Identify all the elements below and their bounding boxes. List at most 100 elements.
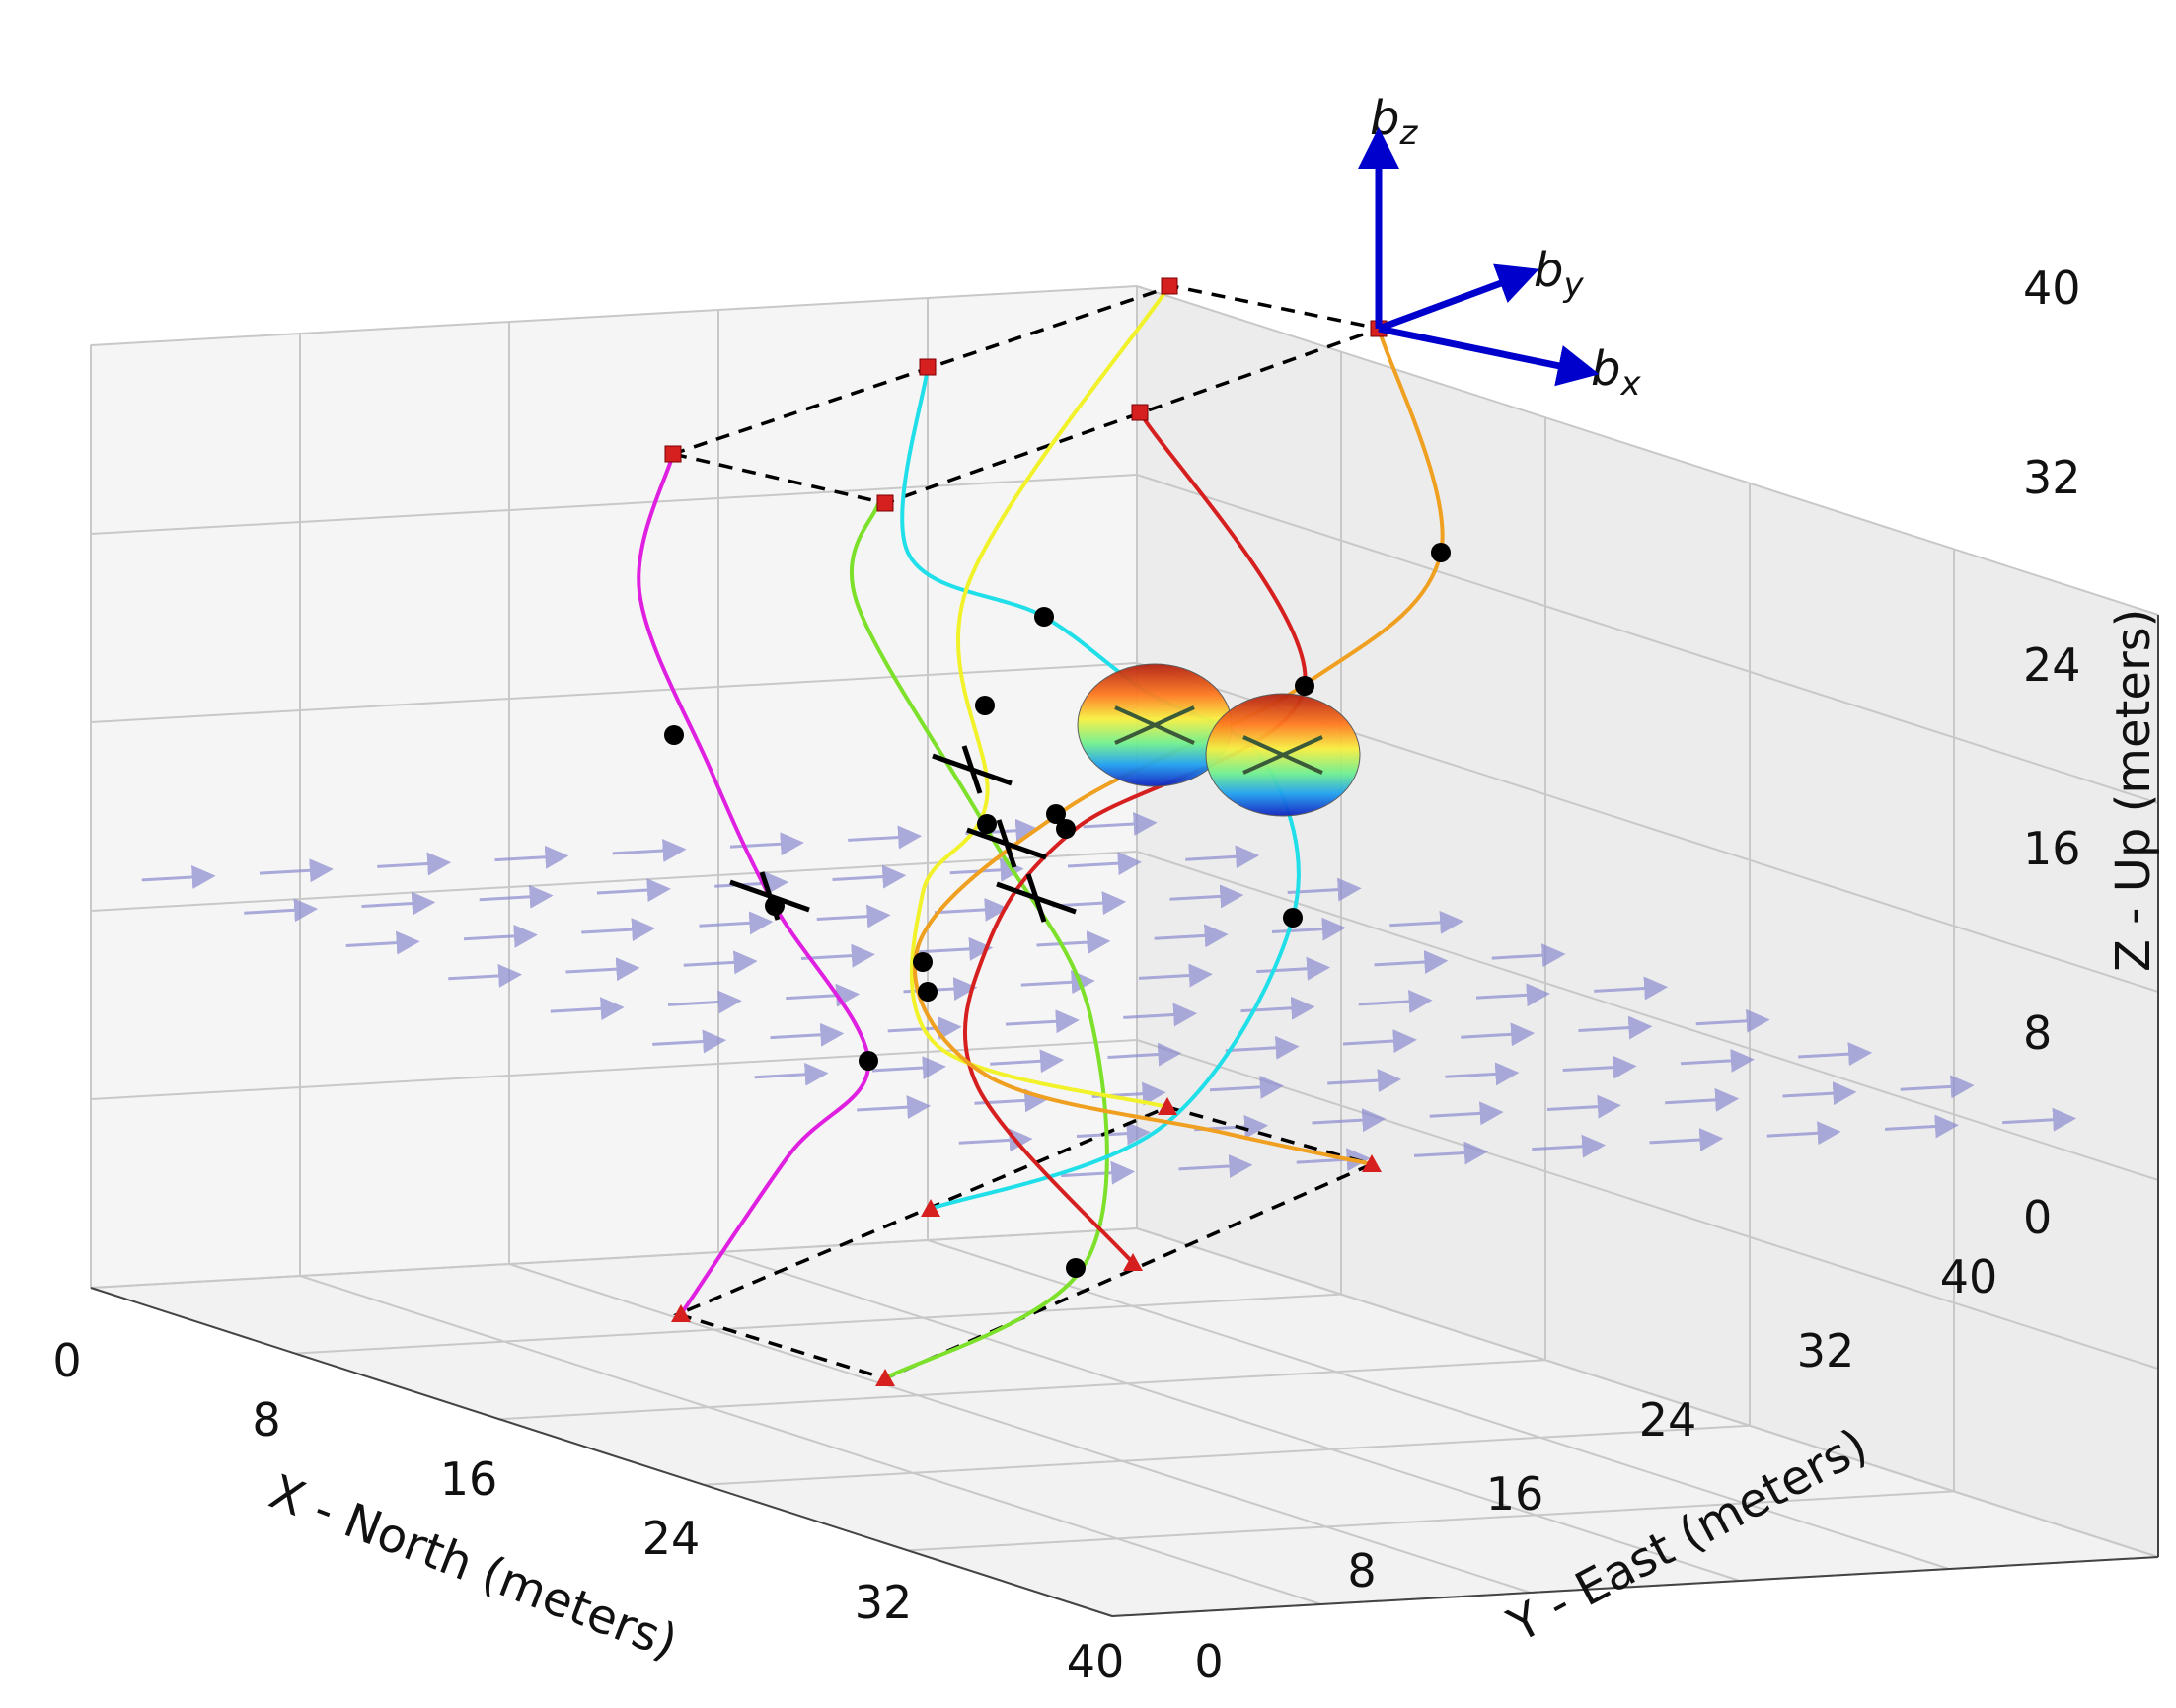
wind-arrow [1665,1087,1740,1112]
wind-arrow [141,865,216,889]
x-tick-label: 40 [1067,1635,1125,1688]
wind-arrow [479,884,554,909]
cross-marker [961,745,983,794]
waypoint-marker [1295,676,1314,696]
wind-arrow [1061,1160,1136,1185]
grid-line [1136,474,2159,804]
cross-marker [996,819,1017,868]
z-tick-label: 0 [2023,1191,2052,1244]
start-marker [671,1304,691,1322]
end-marker [664,445,682,463]
wind-arrow [1900,1075,1975,1099]
waypoint-marker [1066,1258,1086,1278]
grid-line [1136,1227,2159,1558]
wind-arrow [377,852,452,876]
wind-arrow [1178,1153,1253,1178]
wind-arrow [1461,1022,1536,1047]
wind-arrow [1083,812,1158,836]
wind-arrow [919,936,994,961]
x-tick-label: 24 [642,1512,701,1565]
wind-arrow [596,878,671,903]
wind-arrow [448,963,523,988]
wind-arrow [1695,1008,1770,1033]
wind-arrow [729,832,804,856]
x-tick-label: 16 [440,1452,498,1506]
grid-line [1136,285,2159,616]
wind-arrow [699,911,774,935]
wind-arrow [1138,963,1213,988]
grid-line [1136,851,2159,1181]
wind-arrow [2002,1107,2077,1132]
grid-line [294,1293,1342,1355]
trajectory-line [962,410,1308,1265]
wind-arrow [934,897,1009,922]
waypoint-marker [913,952,933,972]
x-tick-label: 0 [52,1334,81,1387]
grid-line [498,1359,1546,1421]
grid-line [927,1239,1950,1570]
wind-arrow [565,957,640,982]
obstacles [1077,663,1361,817]
grid-line [703,1424,1751,1486]
obstacle-cross [1114,705,1195,745]
z-tick-label: 32 [2023,451,2081,504]
wind-arrow [345,930,420,955]
y-tick-label: 40 [1940,1250,1998,1303]
wind-arrow [1067,852,1142,876]
x-tick-label: 8 [252,1393,280,1447]
wind-arrow [1413,1141,1488,1165]
trajectory-line [912,328,1445,1166]
x-tick-label: 32 [855,1576,913,1629]
wind-arrow [1578,1015,1653,1040]
cross-marker [759,871,781,921]
wind-arrow [1225,1035,1300,1060]
y-axis-line [1111,1556,2159,1617]
waypoint-marker [1283,908,1303,928]
markers [664,277,1451,1386]
waypoint-marker [977,814,997,834]
wind-arrow [1766,1121,1841,1146]
waypoint-marker [1431,543,1451,562]
start-marker [1123,1253,1143,1271]
grid-lines [90,285,2159,1617]
wind-arrow [1798,1042,1873,1067]
wind-arrow [1884,1114,1959,1139]
wind-arrow [1594,976,1669,1001]
wind-arrow [1782,1081,1857,1106]
trajectory-line [909,284,1171,1109]
grid-line [717,1251,1741,1582]
wind-arrow [800,943,875,968]
waypoint-marker [918,982,938,1002]
z-tick-label: 8 [2023,1006,2052,1060]
wind-arrow [990,1049,1065,1074]
wind-arrow [1429,1101,1504,1126]
wind-arrow [652,1029,727,1054]
z-tick-label: 24 [2023,638,2081,692]
waypoint-marker [1046,804,1066,824]
trajectories [637,284,1445,1380]
wind-arrow [1562,1055,1637,1079]
wind-arrow [949,857,1024,882]
bx-arrow [1378,325,1600,387]
wind-arrow [903,976,978,1001]
start-marker [921,1199,940,1217]
wind-arrow [857,1095,932,1120]
start-marker [875,1369,895,1386]
bx-label: bx [1591,341,1641,404]
by-label: by [1534,243,1584,305]
wind-arrow [683,950,758,975]
y-tick-label: 16 [1486,1467,1544,1521]
end-marker [1131,404,1149,421]
wind-arrow [1209,1075,1284,1099]
grid-line [90,851,1138,912]
wind-arrow [1445,1062,1520,1086]
wind-arrow [667,990,742,1014]
wind-arrow [1271,917,1346,941]
wind-arrow [259,858,334,883]
grid-line [1136,1039,2159,1370]
wind-arrow [816,904,891,928]
wind-arrow [1342,1029,1417,1054]
wind-arrow [612,839,687,862]
wind-arrow [1312,1108,1387,1133]
